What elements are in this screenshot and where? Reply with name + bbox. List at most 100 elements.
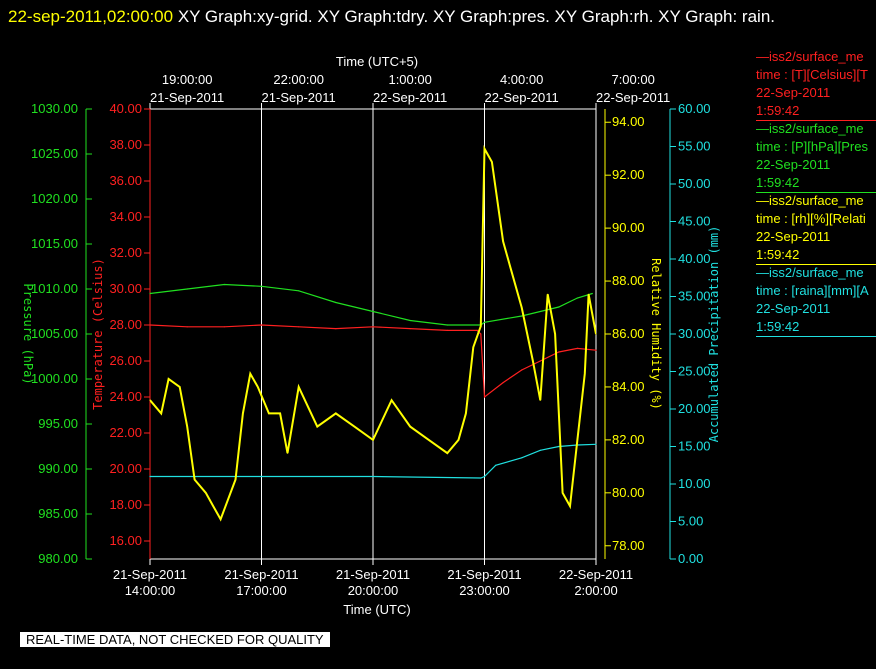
rain-tick-label: 0.00 (678, 551, 703, 566)
pressure-tick-label: 1015.00 (31, 236, 78, 251)
x-tick-label-date: 21-Sep-2011 (113, 567, 187, 582)
temperature-tick-label: 20.00 (109, 461, 142, 476)
pressure-tick-label: 1010.00 (31, 281, 78, 296)
rain-tick-label: 40.00 (678, 251, 711, 266)
temperature-tick-label: 38.00 (109, 137, 142, 152)
legend-separator (756, 192, 876, 193)
rh-series-point (588, 293, 590, 295)
pressure-series-point (260, 285, 263, 287)
rain-tick-label: 5.00 (678, 514, 703, 529)
legend-entry: —iss2/surface_me time : [P][hPa][Pres 22-S… (756, 120, 876, 193)
rh-series-point (234, 479, 237, 481)
legend-entry-line3: 22-Sep-2011 (756, 85, 831, 100)
rh-series-point (457, 439, 460, 441)
rh-series-point (483, 148, 486, 150)
temperature-tick-label: 34.00 (109, 209, 142, 224)
rain-series-point (521, 457, 523, 459)
rh-series-point (220, 518, 222, 520)
rh-series-point (149, 399, 151, 401)
pressure-series-point (409, 319, 411, 322)
rain-tick-label: 15.00 (678, 439, 711, 454)
temperature-tick-label: 18.00 (109, 497, 142, 512)
temperature-tick-label: 16.00 (109, 533, 142, 548)
rh-series-point (205, 492, 207, 494)
top-axis-title: Time (UTC+5) (336, 54, 418, 69)
x-axis-title: Time (UTC) (343, 602, 410, 617)
legend-entry: —iss2/surface_me time : [rh][%][Relati 22-… (756, 192, 876, 265)
x-tick-label-time: 17:00:00 (236, 583, 287, 598)
legend-entry-line2: time : [T][Celsius][T (756, 67, 868, 82)
rain-tick-label: 25.00 (678, 364, 711, 379)
legend-entry-line4: 1:59:42 (756, 175, 800, 190)
title-timestamp: 22-sep-2011,02:00:00 (8, 7, 174, 26)
pressure-series-point (335, 301, 337, 304)
temperature-series-point (409, 328, 411, 330)
pressure-series (150, 283, 593, 326)
rain-tick-label: 50.00 (678, 176, 711, 191)
title-text: XY Graph:xy-grid. XY Graph:tdry. XY Grap… (173, 7, 776, 26)
top-tick-label-time: 22:00:00 (273, 72, 324, 87)
rh-series-point (409, 426, 411, 428)
rh-tick-label: 80.00 (612, 485, 645, 500)
temperature-series-point (476, 329, 478, 331)
temperature-tick-label: 26.00 (109, 353, 142, 368)
rh-series-point (186, 426, 188, 428)
temperature-series-point (446, 329, 448, 331)
pressure-tick-label: 1020.00 (31, 191, 78, 206)
legend-separator (756, 264, 876, 265)
legend-entry-line1: —iss2/surface_me (756, 121, 864, 136)
temperature-series-point (595, 349, 597, 351)
pressure-series-point (149, 292, 151, 295)
pressure-tick-label: 1025.00 (31, 146, 78, 161)
rh-series-point (372, 439, 374, 441)
pressure-tick-label: 980.00 (38, 551, 78, 566)
rh-series-point (298, 386, 300, 388)
temperature-series-point (480, 333, 482, 335)
temperature-tick-label: 32.00 (109, 245, 142, 260)
rh-series-point (480, 325, 482, 327)
rh-series-point (446, 452, 448, 454)
temperature-series-point (576, 347, 579, 349)
legend-entry-line2: time : [P][hPa][Pres (756, 139, 868, 154)
legend-entry-line2: time : [raina][mm][A (756, 283, 869, 298)
rh-series-point (353, 426, 355, 428)
rh-series (150, 145, 596, 522)
rain-tick-label: 20.00 (678, 401, 711, 416)
rain-series-point (260, 475, 263, 478)
temperature-series-point (186, 326, 188, 328)
rh-series-point (391, 399, 393, 401)
legend-entry-line2: time : [rh][%][Relati (756, 211, 866, 226)
rh-series-point (491, 161, 493, 163)
pressure-tick-label: 990.00 (38, 461, 78, 476)
rh-series-point (554, 333, 556, 335)
temperature-series-point (223, 326, 225, 328)
temperature-series-point (335, 328, 337, 330)
pressure-tick-label: 1000.00 (31, 371, 78, 386)
pressure-tick-label: 985.00 (38, 506, 78, 521)
pressure-series-point (372, 310, 374, 313)
rh-series-point (521, 306, 523, 309)
rh-tick-label: 92.00 (612, 167, 645, 182)
rain-series-point (539, 449, 541, 451)
rh-series-point (242, 412, 244, 414)
rh-axis-title: Relative Humidity (%) (649, 258, 663, 410)
top-tick-label-time: 4:00:00 (500, 72, 543, 87)
top-tick-label-date: 22-Sep-2011 (373, 90, 447, 105)
top-tick-label-date: 22-Sep-2011 (485, 90, 559, 105)
temperature-series-point (260, 324, 263, 326)
rh-series-point (532, 359, 534, 362)
legend-entry-line1: —iss2/surface_me (756, 265, 864, 280)
rh-series-point (179, 386, 181, 388)
rh-series-point (595, 333, 597, 335)
x-tick-label-time: 14:00:00 (125, 583, 176, 598)
rh-series-point (576, 439, 579, 441)
legend-entry-line1: —iss2/surface_me (756, 49, 864, 64)
rh-series-point (316, 426, 318, 428)
top-tick-label-time: 1:00:00 (388, 72, 431, 87)
rh-series-point (569, 505, 571, 507)
pressure-series-point (576, 297, 579, 299)
x-tick-label-time: 20:00:00 (348, 583, 399, 598)
rh-series-point (584, 373, 586, 375)
series (149, 145, 597, 522)
